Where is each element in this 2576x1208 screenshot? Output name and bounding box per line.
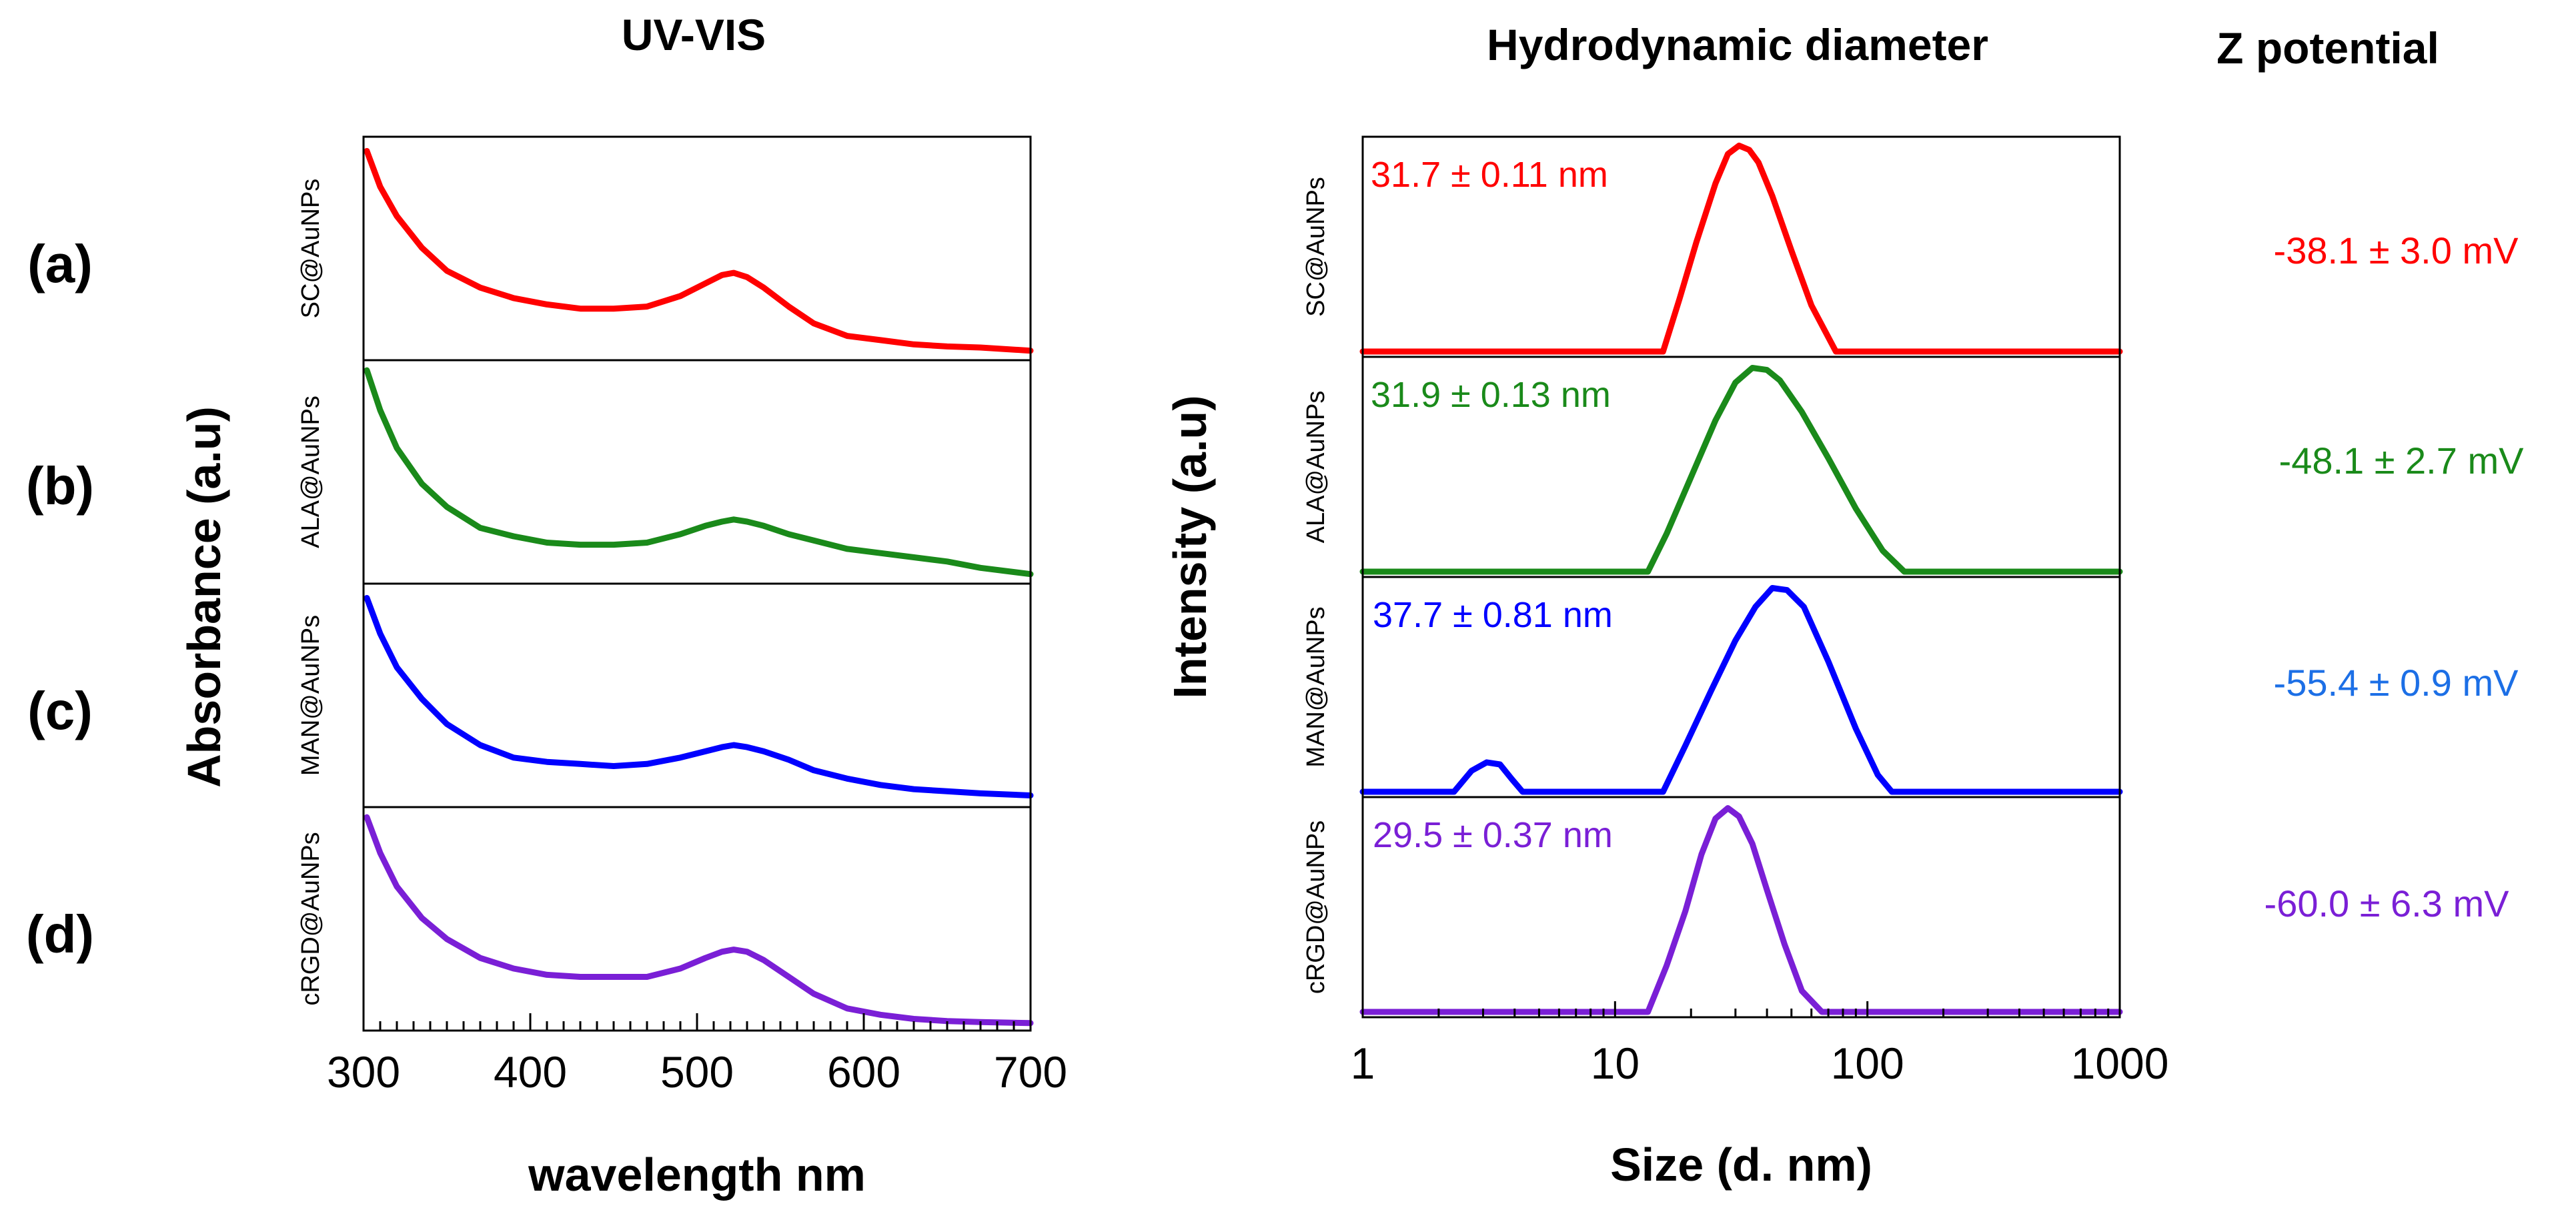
uvvis-sample-label-man-aunps: MAN@AuNPs [297, 615, 325, 776]
uvvis-tick-label-600: 600 [827, 1047, 900, 1097]
uvvis-sample-label-ala-aunps: ALA@AuNPs [297, 396, 325, 548]
zeta-values: -38.1 ± 3.0 mV -48.1 ± 2.7 mV -55.4 ± 0.9 … [2265, 229, 2525, 925]
uvvis-tick-label-700: 700 [994, 1047, 1067, 1097]
uvvis-series-sc-aunps [364, 147, 1034, 354]
uvvis-tick-label-400: 400 [494, 1047, 567, 1097]
uvvis-y-axis-title: Absorbance (a.u) [178, 406, 230, 788]
uvvis-x-axis-title: wavelength nm [528, 1149, 866, 1201]
dls-series-sc-aunps [1359, 142, 2123, 355]
uvvis-series-man-aunps [364, 595, 1034, 798]
dls-series-ala-aunps [1359, 365, 2123, 575]
dls-panel-frame [1361, 796, 2121, 1019]
dls-size-annotation-ala-aunps: 31.9 ± 0.13 nm [1371, 375, 1611, 415]
dls-chart: 31.7 ± 0.11 nm SC@AuNPs 31.9 ± 0.13 nm ALA@… [1164, 135, 2169, 1191]
panel-label-a: (a) [27, 234, 93, 293]
uvvis-sample-label-sc-aunps: SC@AuNPs [297, 179, 325, 319]
dls-series-crgd-aunps [1359, 805, 2123, 1015]
dls-series-man-aunps [1359, 585, 2123, 795]
dls-tick-label-1000: 1000 [2071, 1039, 2169, 1088]
uvvis-panel-frame [362, 135, 1032, 362]
dls-size-annotation-man-aunps: 37.7 ± 0.81 nm [1373, 595, 1613, 635]
panel-label-d: (d) [26, 904, 94, 964]
zeta-title: Z potential [2216, 23, 2439, 73]
uvvis-series-ala-aunps [364, 367, 1034, 578]
dls-x-axis-title: Size (d. nm) [1610, 1139, 1872, 1191]
dls-tick-label-10: 10 [1591, 1039, 1640, 1088]
zeta-value-d: -60.0 ± 6.3 mV [2265, 882, 2510, 925]
panel-label-c: (c) [27, 681, 93, 740]
dls-sample-label-man-aunps: MAN@AuNPs [1302, 606, 1330, 767]
dls-sample-label-crgd-aunps: cRGD@AuNPs [1302, 820, 1330, 994]
dls-size-annotation-sc-aunps: 31.7 ± 0.11 nm [1371, 155, 1608, 195]
uvvis-sample-label-crgd-aunps: cRGD@AuNPs [297, 832, 325, 1005]
zeta-value-a: -38.1 ± 3.0 mV [2274, 229, 2519, 271]
uvvis-series-crgd-aunps [364, 814, 1034, 1027]
uvvis-panel-frame [362, 359, 1032, 585]
dls-title: Hydrodynamic diameter [1487, 20, 1988, 69]
uvvis-chart: SC@AuNPs ALA@AuNPs MAN@AuNPs cRGD@AuNPs 300 4… [178, 135, 1067, 1201]
panel-label-b: (b) [26, 456, 94, 516]
dls-sample-label-ala-aunps: ALA@AuNPs [1302, 391, 1330, 544]
uvvis-tick-label-300: 300 [327, 1047, 400, 1097]
uvvis-panel-frame [362, 806, 1032, 1032]
dls-size-annotation-crgd-aunps: 29.5 ± 0.37 nm [1373, 815, 1613, 855]
dls-tick-label-1: 1 [1351, 1039, 1375, 1088]
uvvis-tick-label-500: 500 [660, 1047, 734, 1097]
zeta-value-c: -55.4 ± 0.9 mV [2274, 662, 2519, 704]
uvvis-title: UV-VIS [622, 10, 766, 59]
dls-sample-label-sc-aunps: SC@AuNPs [1302, 177, 1330, 317]
zeta-value-b: -48.1 ± 2.7 mV [2279, 440, 2525, 482]
dls-y-axis-title: Intensity (a.u) [1164, 395, 1216, 698]
dls-tick-label-100: 100 [1831, 1039, 1904, 1088]
uvvis-panel-frame [362, 582, 1032, 808]
